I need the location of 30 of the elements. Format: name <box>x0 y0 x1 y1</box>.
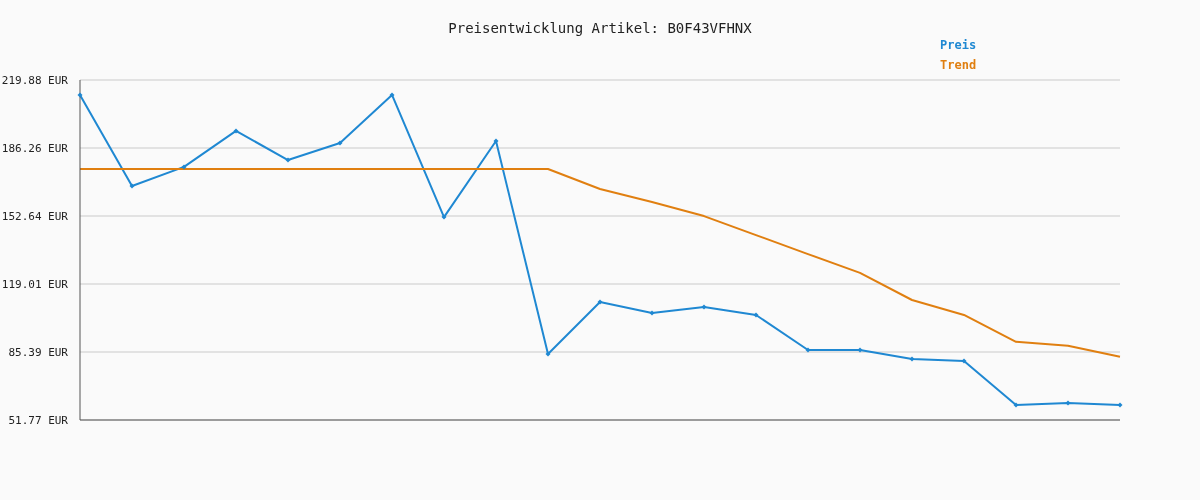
point <box>961 358 967 364</box>
point <box>389 92 395 98</box>
point <box>1117 402 1123 408</box>
point <box>233 128 239 134</box>
point <box>129 183 135 189</box>
point <box>77 92 83 98</box>
text: Preis <box>940 38 977 54</box>
point <box>909 356 915 362</box>
point <box>285 157 291 163</box>
y-tick-label: 85.39 EUR <box>8 346 69 359</box>
y-tick-label: 219.88 EUR <box>1 74 69 87</box>
y-tick-label: 119.01 EUR <box>1 278 69 292</box>
point <box>545 351 551 357</box>
y-tick-label: 152.64 EUR <box>1 209 69 223</box>
chart-title: Preisentwicklung Artikel: B0F43VFHNX <box>447 20 753 36</box>
point <box>181 164 187 170</box>
point <box>493 138 499 144</box>
point <box>857 347 863 353</box>
point <box>337 140 343 146</box>
point <box>649 310 655 316</box>
y-tick-label: 51.77 EUR <box>8 414 69 427</box>
point <box>441 214 447 220</box>
point <box>701 304 707 310</box>
point <box>805 347 811 353</box>
point <box>597 299 603 305</box>
y-tick-label: 186.26 EUR <box>1 142 69 155</box>
point <box>1065 400 1071 406</box>
point <box>1013 402 1019 408</box>
text: Trend <box>940 58 977 74</box>
point <box>753 312 759 318</box>
